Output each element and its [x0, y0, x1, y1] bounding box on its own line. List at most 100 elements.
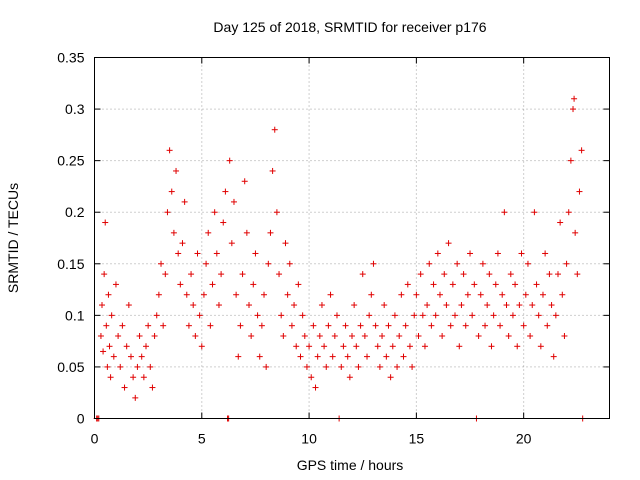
data-point: [220, 219, 227, 226]
data-point: [490, 312, 497, 319]
data-point: [376, 363, 383, 370]
data-point: [503, 302, 510, 309]
data-point: [194, 250, 201, 257]
data-point: [505, 332, 512, 339]
data-point: [228, 240, 235, 247]
data-point: [108, 312, 115, 319]
data-point: [205, 229, 212, 236]
data-point: [537, 343, 544, 350]
data-point: [535, 312, 542, 319]
data-point: [265, 260, 272, 267]
data-point: [512, 281, 519, 288]
data-point: [215, 302, 222, 309]
data-point: [571, 95, 578, 102]
data-point: [501, 209, 508, 216]
data-point: [286, 260, 293, 267]
data-point: [381, 302, 388, 309]
data-point: [398, 291, 405, 298]
data-point: [117, 363, 124, 370]
data-point: [471, 281, 478, 288]
data-point: [445, 240, 452, 247]
data-point: [235, 353, 242, 360]
data-point: [168, 188, 175, 195]
data-point: [467, 250, 474, 257]
data-point: [147, 363, 154, 370]
data-point: [527, 332, 534, 339]
y-tick-label: 0.25: [57, 153, 84, 169]
data-point: [419, 312, 426, 319]
data-point: [402, 322, 409, 329]
data-point: [514, 343, 521, 350]
data-point: [261, 291, 268, 298]
data-point: [366, 312, 373, 319]
data-point: [134, 363, 141, 370]
data-point: [230, 198, 237, 205]
data-point: [364, 353, 371, 360]
data-point: [331, 332, 338, 339]
data-point: [434, 250, 441, 257]
data-point: [99, 302, 106, 309]
data-point: [241, 178, 248, 185]
data-point: [213, 250, 220, 257]
data-point: [372, 322, 379, 329]
data-point: [145, 322, 152, 329]
data-point: [497, 322, 504, 329]
data-point: [565, 209, 572, 216]
data-point: [151, 332, 158, 339]
data-point: [312, 384, 319, 391]
data-point: [452, 312, 458, 319]
data-point: [130, 374, 137, 381]
data-point: [484, 302, 491, 309]
data-point: [338, 363, 345, 370]
data-point: [531, 209, 538, 216]
data-point: [559, 291, 566, 298]
data-point: [115, 332, 122, 339]
data-point: [273, 209, 280, 216]
x-tick-label: 15: [409, 431, 425, 447]
data-point: [200, 291, 207, 298]
data-point: [494, 250, 501, 257]
data-point: [389, 343, 396, 350]
data-point: [101, 271, 108, 278]
data-point: [379, 332, 386, 339]
data-point: [439, 332, 446, 339]
data-point: [185, 322, 192, 329]
data-point: [555, 271, 561, 278]
data-point: [293, 343, 300, 350]
data-point: [383, 353, 390, 360]
x-tick-label: 0: [91, 431, 99, 447]
data-point: [548, 302, 555, 309]
data-point: [430, 281, 437, 288]
data-point: [155, 291, 162, 298]
data-point: [533, 281, 540, 288]
data-point: [106, 343, 113, 350]
data-point: [368, 291, 375, 298]
data-point: [127, 353, 134, 360]
data-point: [464, 291, 471, 298]
data-point: [160, 322, 167, 329]
data-point: [173, 167, 180, 174]
data-point: [284, 291, 291, 298]
data-point: [132, 394, 139, 401]
data-point: [196, 312, 203, 319]
data-point: [271, 126, 278, 133]
data-point: [246, 302, 252, 309]
data-point: [188, 271, 195, 278]
data-point: [209, 281, 216, 288]
data-point: [329, 353, 336, 360]
data-point: [454, 260, 461, 267]
data-point: [323, 363, 330, 370]
data-point: [239, 271, 246, 278]
data-point: [488, 343, 495, 350]
data-point: [342, 322, 349, 329]
data-point: [252, 250, 259, 257]
data-point: [492, 281, 499, 288]
data-point: [162, 271, 169, 278]
data-point: [374, 343, 381, 350]
data-point: [552, 312, 559, 319]
data-point: [411, 312, 418, 319]
data-point: [140, 374, 147, 381]
data-point: [387, 374, 394, 381]
data-point: [357, 322, 364, 329]
data-point: [198, 343, 205, 350]
